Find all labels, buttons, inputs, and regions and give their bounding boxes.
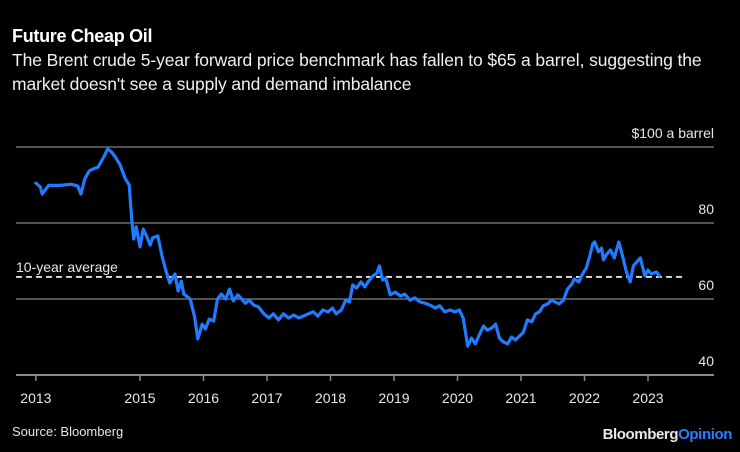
x-tick-label-2018: 2018 <box>315 390 346 406</box>
chart-subtitle: The Brent crude 5-year forward price ben… <box>12 50 702 94</box>
bloomberg-opinion-logo: BloombergOpinion <box>602 426 733 443</box>
ten-year-average-label: 10-year average <box>16 259 118 275</box>
x-tick-label-2019: 2019 <box>378 390 409 406</box>
x-tick-label-2016: 2016 <box>188 390 219 406</box>
grid-lines <box>16 146 714 376</box>
logo-bloomberg: Bloomberg <box>602 426 679 443</box>
reference-line-group: 10-year average <box>16 259 682 278</box>
x-tick-label-2020: 2020 <box>442 390 473 406</box>
y-axis-labels: $100 a barrel 80 60 40 <box>631 125 714 369</box>
x-axis: 2013 2015 2016 2017 2018 2019 2020 2021 2022 2023 <box>20 375 664 406</box>
y-tick-label-40: 40 <box>698 353 714 369</box>
x-tick-label-2021: 2021 <box>505 390 536 406</box>
source-note: Source: Bloomberg <box>12 424 124 439</box>
x-tick-label-2023: 2023 <box>632 390 663 406</box>
chart-title: Future Cheap Oil <box>12 26 153 46</box>
series-line-brent-5y-forward <box>34 147 662 348</box>
y-tick-label-100: $100 a barrel <box>631 125 714 141</box>
x-tick-label-2017: 2017 <box>251 390 282 406</box>
x-tick-label-2022: 2022 <box>569 390 600 406</box>
x-tick-label-2015: 2015 <box>124 390 155 406</box>
y-tick-label-80: 80 <box>698 201 714 217</box>
y-tick-label-60: 60 <box>698 277 714 293</box>
series-group <box>34 147 662 348</box>
logo-opinion: Opinion <box>678 426 732 443</box>
x-tick-label-2013: 2013 <box>20 390 51 406</box>
